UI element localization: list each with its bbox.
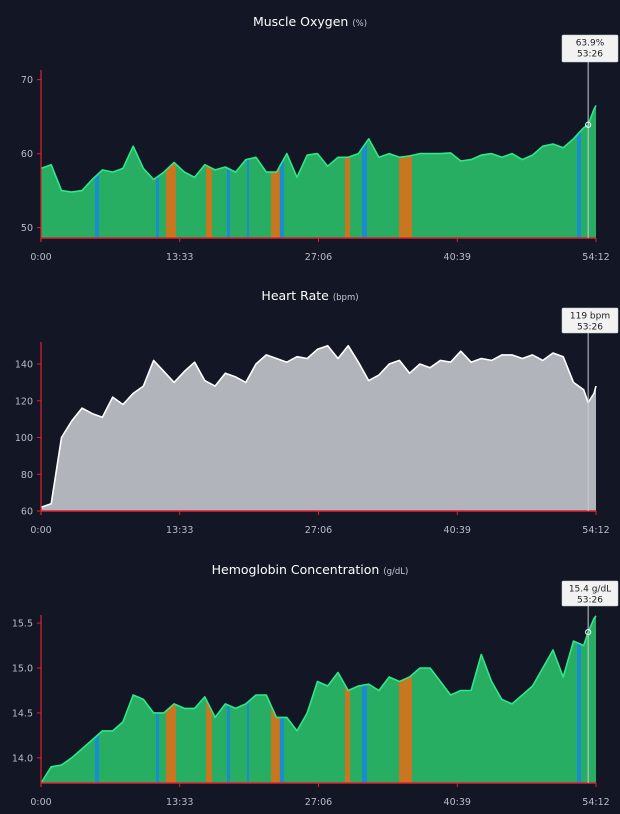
highlight-band (399, 105, 413, 238)
x-tick-label: 0:00 (30, 525, 51, 536)
tooltip-box (561, 34, 619, 63)
highlight-band (94, 615, 100, 783)
area-fill (41, 615, 596, 783)
area-fill (41, 105, 596, 238)
y-tick-label: 15.5 (12, 619, 33, 630)
highlight-band (577, 615, 581, 783)
title-text: Heart Rate (261, 288, 329, 303)
x-tick-label: 54:12 (582, 797, 609, 808)
x-tick-label: 40:39 (444, 525, 471, 536)
unit-text: (g/dL) (383, 567, 408, 577)
tooltip-box (561, 580, 619, 607)
y-tick-label: 80 (21, 470, 33, 481)
highlight-band (279, 615, 285, 783)
highlight-band (399, 615, 413, 783)
cursor-marker (585, 121, 592, 128)
x-tick-label: 13:33 (166, 797, 193, 808)
highlight-band (271, 105, 280, 238)
x-tick-label: 27:06 (305, 797, 332, 808)
y-tick-label: 14.5 (12, 708, 33, 719)
highlight-band (206, 105, 213, 238)
highlight-band (362, 615, 367, 783)
x-tick-label: 27:06 (305, 252, 332, 263)
y-tick-label: 15.0 (12, 664, 33, 675)
tooltip-value: 63.9% (576, 39, 605, 49)
chart-title: Muscle Oxygen (%) (253, 14, 367, 29)
highlight-band (246, 105, 250, 238)
y-tick-label: 14.0 (12, 753, 33, 764)
title-text: Hemoglobin Concentration (212, 562, 380, 577)
muscle-oxygen-chart: Muscle Oxygen (%) 50 60 70 0:00 13:33 27:06 40… (21, 14, 619, 263)
title-text: Muscle Oxygen (253, 14, 348, 29)
series-line (40, 344, 597, 509)
y-tick-label: 50 (21, 223, 33, 234)
series-line (40, 105, 597, 193)
highlight-band (94, 105, 100, 238)
tooltip-value: 15.4 g/dL (569, 585, 611, 595)
highlight-band (156, 105, 159, 238)
area-fill (41, 345, 596, 511)
tooltip-time: 53:26 (577, 596, 603, 606)
x-tick-label: 13:33 (166, 252, 193, 263)
highlight-band (362, 105, 367, 238)
highlight-band (279, 105, 285, 238)
chart-title: Hemoglobin Concentration (g/dL) (212, 562, 409, 577)
x-tick-label: 54:12 (582, 252, 609, 263)
highlight-band (165, 105, 176, 238)
unit-text: (bpm) (333, 293, 359, 303)
y-tick-label: 120 (15, 396, 33, 407)
tooltip-time: 53:26 (577, 50, 603, 60)
tooltip: 63.9%53:26 (561, 34, 619, 63)
x-tick-label: 13:33 (166, 525, 193, 536)
highlight-band (227, 105, 230, 238)
y-tick-label: 100 (15, 433, 33, 444)
highlight-band (577, 105, 581, 238)
highlight-band (246, 615, 250, 783)
y-tick-label: 70 (21, 75, 33, 86)
highlight-band (344, 615, 351, 783)
unit-text: (%) (352, 19, 367, 29)
highlight-band (206, 615, 213, 783)
highlight-band (271, 615, 280, 783)
y-tick-label: 60 (21, 149, 33, 160)
x-tick-label: 54:12 (582, 525, 609, 536)
heart-rate-chart: Heart Rate (bpm) 60 80 100 120 140 0:00 13:33 2… (15, 288, 619, 536)
tooltip-box (561, 307, 619, 334)
highlight-band (156, 615, 159, 783)
x-tick-label: 0:00 (30, 252, 51, 263)
x-tick-label: 40:39 (444, 797, 471, 808)
series-line (40, 615, 597, 784)
x-tick-label: 0:00 (30, 797, 51, 808)
highlight-band (227, 615, 230, 783)
hemoglobin-chart: Hemoglobin Concentration (g/dL) 14.0 14.5… (12, 562, 619, 808)
x-tick-label: 27:06 (305, 525, 332, 536)
highlight-band (344, 105, 351, 238)
y-tick-label: 60 (21, 507, 33, 518)
y-tick-label: 140 (15, 360, 33, 371)
highlight-band (165, 615, 176, 783)
tooltip-time: 53:26 (577, 323, 603, 333)
chart-title: Heart Rate (bpm) (261, 288, 358, 303)
cursor-marker (585, 628, 592, 636)
x-tick-label: 40:39 (444, 252, 471, 263)
tooltip-value: 119 bpm (570, 312, 610, 322)
